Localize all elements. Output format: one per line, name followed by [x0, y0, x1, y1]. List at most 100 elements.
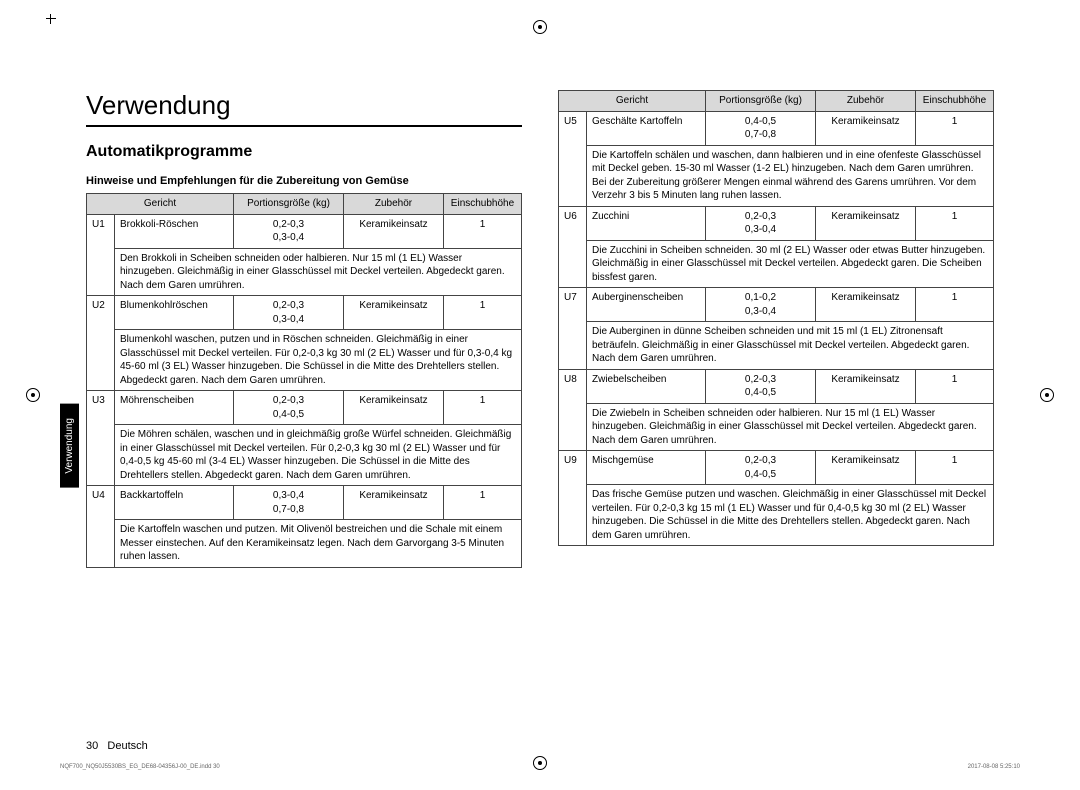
instructions: Die Auberginen in dünne Scheiben schneid…: [587, 322, 994, 370]
shelf-level: 1: [916, 206, 994, 240]
portion-size: 0,2-0,30,3-0,4: [706, 206, 816, 240]
instructions: Den Brokkoli in Scheiben schneiden oder …: [115, 248, 522, 296]
table-row: U1Brokkoli-Röschen0,2-0,30,3-0,4Keramike…: [87, 214, 522, 248]
portion-size: 0,2-0,30,4-0,5: [706, 369, 816, 403]
portion-size: 0,2-0,30,4-0,5: [706, 451, 816, 485]
portion-size: 0,2-0,30,3-0,4: [234, 296, 344, 330]
program-code: U8: [559, 369, 587, 451]
table-row-instructions: Den Brokkoli in Scheiben schneiden oder …: [87, 248, 522, 296]
accessory: Keramikeinsatz: [344, 214, 444, 248]
page-footer: 30 Deutsch: [86, 740, 148, 752]
portion-size: 0,2-0,30,4-0,5: [234, 391, 344, 425]
table-row: U3Möhrenscheiben0,2-0,30,4-0,5Keramikein…: [87, 391, 522, 425]
table-row: U5Geschälte Kartoffeln0,4-0,50,7-0,8Kera…: [559, 111, 994, 145]
table-row: U8Zwiebelscheiben0,2-0,30,4-0,5Keramikei…: [559, 369, 994, 403]
col-accessory: Zubehör: [816, 91, 916, 112]
subsection-title: Hinweise und Empfehlungen für die Zubere…: [86, 175, 522, 187]
col-portion: Portionsgröße (kg): [234, 194, 344, 215]
dish-name: Möhrenscheiben: [115, 391, 234, 425]
page-language: Deutsch: [107, 740, 147, 752]
shelf-level: 1: [444, 296, 522, 330]
table-row-instructions: Die Möhren schälen, waschen und in gleic…: [87, 425, 522, 486]
instructions: Das frische Gemüse putzen und waschen. G…: [587, 485, 994, 546]
program-code: U6: [559, 206, 587, 288]
col-portion: Portionsgröße (kg): [706, 91, 816, 112]
right-column: Gericht Portionsgröße (kg) Zubehör Einsc…: [558, 90, 994, 568]
table-row-instructions: Die Kartoffeln waschen und putzen. Mit O…: [87, 520, 522, 568]
side-tab: Verwendung: [60, 404, 79, 488]
table-row-instructions: Die Zucchini in Scheiben schneiden. 30 m…: [559, 240, 994, 288]
col-dish: Gericht: [87, 194, 234, 215]
dish-name: Backkartoffeln: [115, 486, 234, 520]
dish-name: Brokkoli-Röschen: [115, 214, 234, 248]
left-column: Verwendung Verwendung Automatikprogramme…: [86, 90, 522, 568]
col-level: Einschubhöhe: [916, 91, 994, 112]
col-dish: Gericht: [559, 91, 706, 112]
accessory: Keramikeinsatz: [816, 451, 916, 485]
program-code: U5: [559, 111, 587, 206]
shelf-level: 1: [444, 391, 522, 425]
table-row: U4Backkartoffeln0,3-0,40,7-0,8Keramikein…: [87, 486, 522, 520]
shelf-level: 1: [444, 486, 522, 520]
title-rule: [86, 125, 522, 127]
registration-mark-top: [533, 20, 547, 34]
crop-mark: [50, 18, 68, 36]
portion-size: 0,2-0,30,3-0,4: [234, 214, 344, 248]
table-row-instructions: Die Zwiebeln in Scheiben schneiden oder …: [559, 403, 994, 451]
accessory: Keramikeinsatz: [816, 206, 916, 240]
registration-mark-bottom: [533, 756, 547, 770]
col-level: Einschubhöhe: [444, 194, 522, 215]
programs-table-right: Gericht Portionsgröße (kg) Zubehör Einsc…: [558, 90, 994, 546]
program-code: U1: [87, 214, 115, 296]
page-title: Verwendung: [86, 90, 522, 121]
table-row-instructions: Die Kartoffeln schälen und waschen, dann…: [559, 145, 994, 206]
accessory: Keramikeinsatz: [344, 486, 444, 520]
accessory: Keramikeinsatz: [344, 296, 444, 330]
portion-size: 0,1-0,20,3-0,4: [706, 288, 816, 322]
dish-name: Zwiebelscheiben: [587, 369, 706, 403]
accessory: Keramikeinsatz: [344, 391, 444, 425]
instructions: Die Kartoffeln waschen und putzen. Mit O…: [115, 520, 522, 568]
accessory: Keramikeinsatz: [816, 288, 916, 322]
dish-name: Zucchini: [587, 206, 706, 240]
dish-name: Auberginenscheiben: [587, 288, 706, 322]
shelf-level: 1: [444, 214, 522, 248]
program-code: U4: [87, 486, 115, 568]
section-title: Automatikprogramme: [86, 143, 522, 161]
page-content: Verwendung Verwendung Automatikprogramme…: [50, 40, 1030, 568]
page-number: 30: [86, 740, 98, 752]
instructions: Die Zucchini in Scheiben schneiden. 30 m…: [587, 240, 994, 288]
table-row: U2Blumenkohlröschen0,2-0,30,3-0,4Keramik…: [87, 296, 522, 330]
accessory: Keramikeinsatz: [816, 111, 916, 145]
registration-mark-left: [26, 388, 40, 402]
col-accessory: Zubehör: [344, 194, 444, 215]
instructions: Die Zwiebeln in Scheiben schneiden oder …: [587, 403, 994, 451]
program-code: U9: [559, 451, 587, 546]
program-code: U2: [87, 296, 115, 391]
instructions: Die Möhren schälen, waschen und in gleic…: [115, 425, 522, 486]
table-row-instructions: Blumenkohl waschen, putzen und in Rösche…: [87, 330, 522, 391]
shelf-level: 1: [916, 369, 994, 403]
programs-table-left: Gericht Portionsgröße (kg) Zubehör Einsc…: [86, 193, 522, 568]
portion-size: 0,4-0,50,7-0,8: [706, 111, 816, 145]
dish-name: Blumenkohlröschen: [115, 296, 234, 330]
instructions: Die Kartoffeln schälen und waschen, dann…: [587, 145, 994, 206]
portion-size: 0,3-0,40,7-0,8: [234, 486, 344, 520]
table-row: U7Auberginenscheiben0,1-0,20,3-0,4Kerami…: [559, 288, 994, 322]
doc-timestamp: 2017-08-08 5:25:10: [968, 764, 1020, 770]
table-row-instructions: Die Auberginen in dünne Scheiben schneid…: [559, 322, 994, 370]
table-row-instructions: Das frische Gemüse putzen und waschen. G…: [559, 485, 994, 546]
shelf-level: 1: [916, 111, 994, 145]
table-row: U9Mischgemüse0,2-0,30,4-0,5Keramikeinsat…: [559, 451, 994, 485]
dish-name: Geschälte Kartoffeln: [587, 111, 706, 145]
shelf-level: 1: [916, 288, 994, 322]
table-row: U6Zucchini0,2-0,30,3-0,4Keramikeinsatz1: [559, 206, 994, 240]
program-code: U7: [559, 288, 587, 370]
dish-name: Mischgemüse: [587, 451, 706, 485]
shelf-level: 1: [916, 451, 994, 485]
program-code: U3: [87, 391, 115, 486]
doc-id: NQF700_NQ50J5530BS_EG_DE68-04356J-00_DE.…: [60, 764, 220, 770]
registration-mark-right: [1040, 388, 1054, 402]
instructions: Blumenkohl waschen, putzen und in Rösche…: [115, 330, 522, 391]
accessory: Keramikeinsatz: [816, 369, 916, 403]
